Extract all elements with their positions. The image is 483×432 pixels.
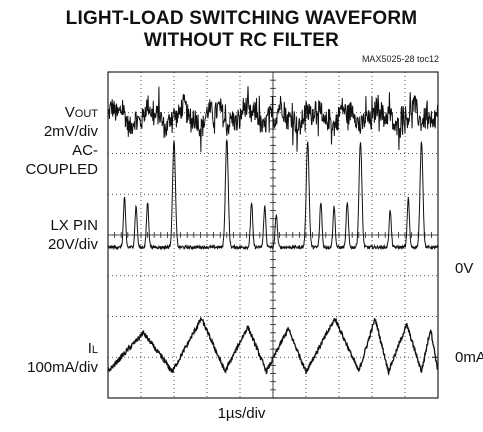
vout-coupling-label: AC-COUPLED bbox=[25, 142, 98, 178]
il-label: IL bbox=[88, 339, 98, 360]
lx-label: LX PIN bbox=[50, 217, 98, 234]
vout-trace bbox=[107, 86, 439, 153]
chart-title: LIGHT-LOAD SWITCHING WAVEFORM bbox=[65, 8, 418, 29]
chart-subtitle: WITHOUT RC FILTER bbox=[143, 30, 340, 51]
il-zero-marker: 0mA bbox=[455, 349, 483, 366]
lx-zero-marker: 0V bbox=[455, 260, 474, 277]
vout-label: VOUT bbox=[65, 103, 98, 124]
vout-label-main: V bbox=[64, 104, 75, 121]
vout-scale-label: 2mV/div bbox=[43, 123, 98, 140]
x-axis-label: 1µs/div bbox=[217, 405, 266, 422]
inductor-current-trace bbox=[107, 317, 439, 376]
il-scale-label: 100mA/div bbox=[27, 359, 98, 376]
lx-pin-trace bbox=[107, 138, 439, 251]
il-label-sub: L bbox=[91, 344, 98, 356]
lx-scale-label: 20V/div bbox=[47, 236, 98, 253]
figure-tag: MAX5025-28 toc12 bbox=[361, 54, 439, 64]
il-label-main: I bbox=[87, 340, 92, 357]
vout-label-sub: OUT bbox=[74, 108, 98, 120]
